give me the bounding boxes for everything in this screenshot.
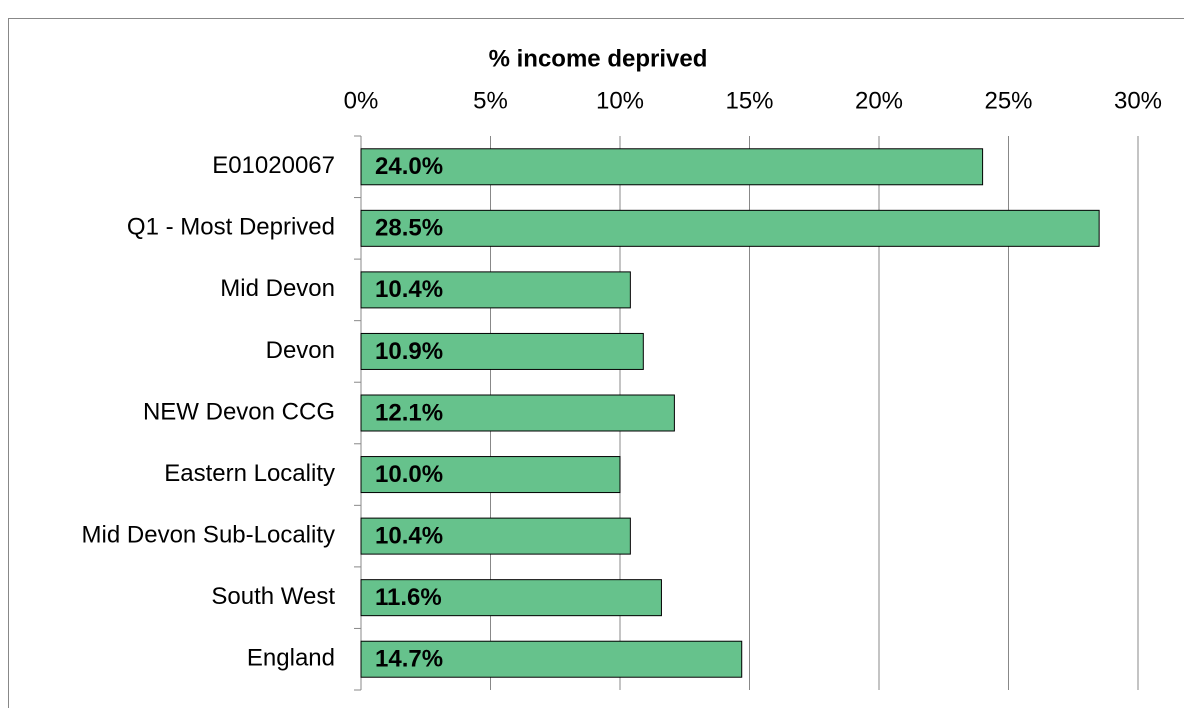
y-tick-label: Mid Devon	[220, 275, 335, 302]
y-tick-label: South West	[211, 583, 335, 610]
bar	[360, 394, 675, 432]
value-label: 10.4%	[375, 522, 443, 549]
x-tick-label: 5%	[473, 87, 508, 114]
bar	[360, 332, 644, 370]
y-tick-label: Mid Devon Sub-Locality	[82, 521, 335, 548]
bar	[360, 579, 662, 617]
value-label: 11.6%	[375, 584, 442, 611]
value-label: 12.1%	[375, 399, 443, 426]
bar	[360, 517, 631, 555]
bar	[360, 640, 743, 678]
y-tick-label: England	[247, 645, 335, 672]
y-tick-label: Q1 - Most Deprived	[127, 214, 335, 241]
x-tick-label: 20%	[855, 87, 903, 114]
value-label: 10.0%	[375, 461, 443, 488]
value-label: 24.0%	[375, 153, 443, 180]
x-tick-label: 0%	[344, 87, 379, 114]
x-tick-label: 25%	[984, 87, 1032, 114]
bar	[360, 271, 631, 309]
x-tick-label: 15%	[725, 87, 773, 114]
x-tick-label: 30%	[1114, 87, 1162, 114]
bar	[360, 209, 1100, 247]
value-label: 14.7%	[375, 646, 443, 673]
y-tick-label: Eastern Locality	[164, 460, 335, 487]
value-label: 10.4%	[375, 276, 443, 303]
value-label: 10.9%	[375, 338, 443, 365]
y-tick-label: NEW Devon CCG	[143, 398, 335, 425]
y-tick-label: E01020067	[212, 152, 335, 179]
bar	[360, 456, 621, 494]
axis-title: % income deprived	[489, 45, 708, 72]
x-tick-label: 10%	[596, 87, 644, 114]
bar	[360, 148, 984, 186]
value-label: 28.5%	[375, 215, 443, 242]
y-tick-label: Devon	[266, 337, 335, 364]
